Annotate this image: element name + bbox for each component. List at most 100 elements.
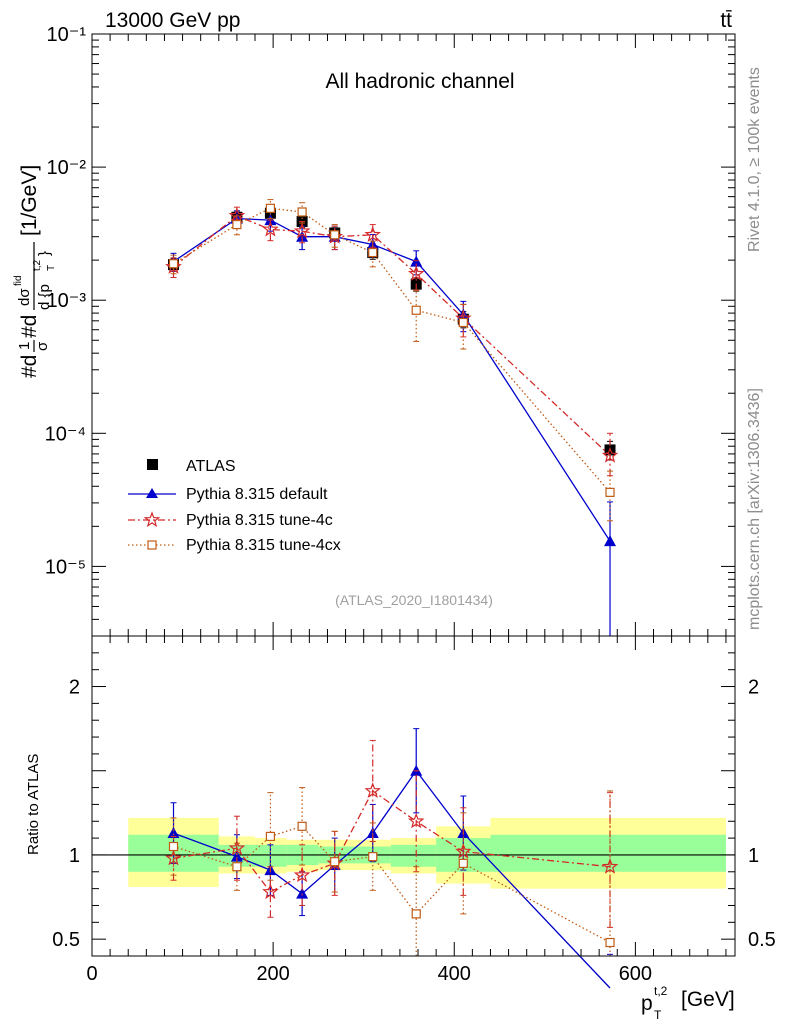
band-inner-8 <box>490 834 726 872</box>
rivet-version-label: Rivet 4.1.0, ≥ 100k events <box>746 67 763 252</box>
x-axis-label: p t,2 T [GeV] <box>641 984 735 1022</box>
xlabel-main: p <box>641 992 653 1015</box>
xlabel-unit: [GeV] <box>681 988 735 1011</box>
ratio-point <box>232 862 242 872</box>
ratio-ytick-label: 1 <box>69 845 80 867</box>
ylabel-mid: #d <box>18 315 41 338</box>
ratio-point <box>366 827 379 839</box>
xtick-label: 0 <box>86 963 97 985</box>
legend-marker-atlas <box>147 459 158 470</box>
chart-title: All hadronic channel <box>325 70 514 93</box>
main-point <box>297 207 307 217</box>
main-ytick-label: 10⁻⁴ <box>45 423 86 445</box>
ratio-ytick-label-right: 0.5 <box>748 929 776 951</box>
ylabel-frac2-den-sup: t,2 <box>32 259 43 271</box>
main-point <box>604 535 617 547</box>
main-point <box>168 259 179 269</box>
legend-label-atlas: ATLAS <box>186 458 236 475</box>
main-ytick-label: 10⁻¹ <box>47 24 87 46</box>
main-point <box>458 317 468 328</box>
main-line <box>173 207 611 493</box>
ylabel-frac2-den: d {p <box>36 284 53 310</box>
ratio-y-axis-label: Ratio to ATLAS <box>25 754 42 855</box>
band-inner-6 <box>390 844 437 867</box>
xtick-label: 200 <box>256 963 289 985</box>
ratio-point <box>228 839 246 856</box>
main-point <box>326 227 344 244</box>
main-point <box>262 220 279 237</box>
ratio-point <box>293 866 311 883</box>
main-point <box>165 258 182 274</box>
ratio-point <box>296 887 309 899</box>
main-point <box>457 308 470 320</box>
ratio-point <box>605 937 615 948</box>
energy-label: 13000 GeV pp <box>105 9 240 32</box>
ratio-point <box>455 842 472 859</box>
main-series-atlas <box>168 207 616 461</box>
ratio-ytick-label-right: 2 <box>748 677 759 699</box>
main-point <box>605 487 615 497</box>
main-series-pythia-8-315-tune-4cx <box>168 199 615 522</box>
ratio-point <box>364 782 382 799</box>
ratio-plot-frame <box>91 635 736 957</box>
main-point <box>330 230 340 240</box>
ylabel-frac1-den: σ <box>34 341 51 351</box>
ratio-point <box>601 857 619 874</box>
main-point <box>368 247 378 258</box>
main-y-axis-label: #d 1 σ #d dσ fid d {p t,2 T } [1/GeV] <box>13 165 57 378</box>
legend-marker-tune4c <box>143 511 161 528</box>
ratio-point <box>168 841 179 852</box>
ratio-series-pythia-8-315-tune-4cx <box>168 787 615 957</box>
ratio-point <box>407 812 425 829</box>
ratio-point <box>165 849 182 866</box>
ylabel-unit: [1/GeV] <box>18 165 41 236</box>
ratio-ytick-label-right: 1 <box>748 845 759 867</box>
ylabel-prefix: #d <box>18 355 41 378</box>
legend-label-tune4c: Pythia 8.315 tune-4c <box>186 512 333 529</box>
main-point <box>601 446 619 463</box>
legend-label-tune4cx: Pythia 8.315 tune-4cx <box>186 537 341 554</box>
legend: ATLAS Pythia 8.315 default Pythia 8.315 … <box>128 458 341 554</box>
main-ytick-label: 10⁻³ <box>47 290 87 312</box>
ratio-ytick-label: 2 <box>69 677 80 699</box>
ratio-point <box>330 857 340 867</box>
ylabel-frac2-num-sup: fid <box>13 275 24 286</box>
ratio-point <box>326 854 344 871</box>
main-point <box>265 203 276 213</box>
ratio-ytick-label: 0.5 <box>52 929 80 951</box>
analysis-watermark: (ATLAS_2020_I1801434) <box>335 592 493 608</box>
mcplots-reference-label: mcplots.cern.ch [arXiv:1306.3436] <box>746 388 763 630</box>
ratio-point <box>368 852 378 862</box>
ratio-point <box>265 831 276 842</box>
main-point <box>364 226 382 242</box>
ratio-point <box>230 850 243 862</box>
main-line <box>173 215 611 457</box>
ratio-line <box>173 789 611 893</box>
ratio-point <box>262 883 279 900</box>
ratio-point <box>411 909 421 919</box>
xtick-label: 600 <box>619 963 652 985</box>
xtick-label: 400 <box>438 963 471 985</box>
ylabel-frac2-den-sub: T <box>46 265 57 271</box>
main-point <box>232 219 242 230</box>
legend-marker-default <box>146 488 158 498</box>
main-point <box>293 222 311 239</box>
process-label: tt̄ <box>720 9 732 32</box>
ratio-point <box>167 827 180 839</box>
main-ytick-label: 10⁻² <box>47 157 87 179</box>
ratio-point <box>297 821 307 831</box>
main-series-pythia-8-315-default <box>167 210 617 637</box>
legend-label-default: Pythia 8.315 default <box>186 486 328 503</box>
uncertainty-bands <box>92 817 735 889</box>
ratio-point <box>458 858 468 868</box>
xlabel-sup: t,2 <box>654 984 668 998</box>
main-ytick-label: 10⁻⁵ <box>45 556 86 578</box>
ylabel-frac1-num: 1 <box>16 342 33 350</box>
ylabel-frac2-den-close: } <box>36 251 53 256</box>
main-series-pythia-8-315-tune-4c <box>165 206 619 477</box>
ylabel-frac2-num: dσ <box>16 288 33 306</box>
main-point <box>407 265 425 281</box>
xlabel-sub: T <box>654 1008 662 1022</box>
main-point <box>411 305 421 315</box>
